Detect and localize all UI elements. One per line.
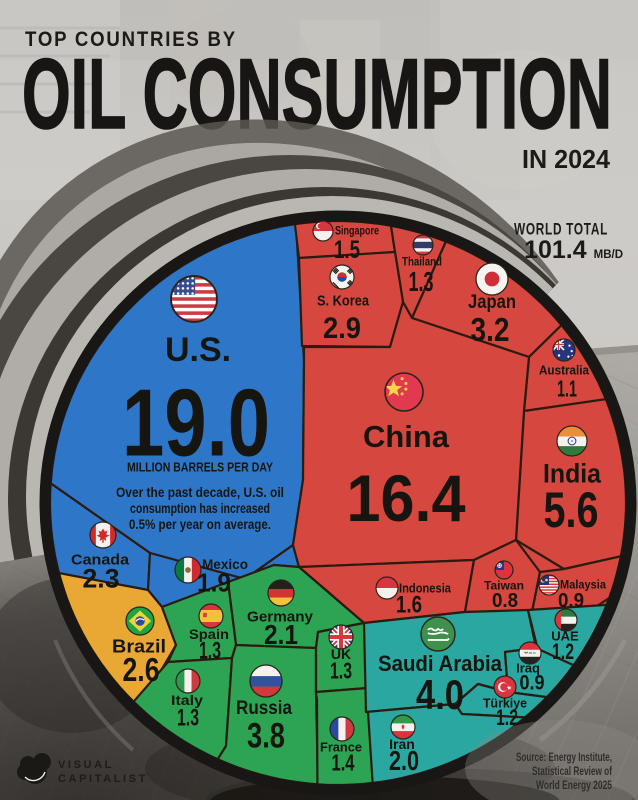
svg-text:Malaysia: Malaysia <box>560 577 606 591</box>
svg-text:Singapore: Singapore <box>335 223 379 237</box>
svg-text:1.5: 1.5 <box>334 236 360 264</box>
svg-text:TOP COUNTRIES BY: TOP COUNTRIES BY <box>25 28 237 51</box>
svg-text:MILLION BARRELS PER DAY: MILLION BARRELS PER DAY <box>127 461 274 475</box>
svg-text:Taiwan: Taiwan <box>484 578 524 592</box>
svg-text:UAE: UAE <box>551 629 579 644</box>
svg-text:CAPITALIST: CAPITALIST <box>58 773 148 785</box>
svg-text:4.0: 4.0 <box>416 671 464 718</box>
svg-text:1.3: 1.3 <box>177 705 199 732</box>
svg-text:1.4: 1.4 <box>332 749 355 775</box>
svg-text:U.S.: U.S. <box>165 331 231 369</box>
svg-text:16.4: 16.4 <box>347 461 466 535</box>
svg-text:UK: UK <box>331 646 351 662</box>
svg-text:3.8: 3.8 <box>247 717 285 756</box>
svg-text:France: France <box>320 740 362 755</box>
svg-text:consumption has increased: consumption has increased <box>130 501 270 516</box>
svg-text:Japan: Japan <box>468 292 516 313</box>
svg-text:Spain: Spain <box>189 626 229 642</box>
svg-text:Iran: Iran <box>389 736 415 752</box>
svg-text:China: China <box>363 419 450 454</box>
svg-text:1.9: 1.9 <box>197 567 231 597</box>
svg-text:Mexico: Mexico <box>202 556 248 572</box>
svg-text:Italy: Italy <box>171 692 203 708</box>
svg-text:Saudi Arabia: Saudi Arabia <box>378 651 503 676</box>
svg-text:OIL CONSUMPTION: OIL CONSUMPTION <box>22 38 612 149</box>
svg-text:Thailand: Thailand <box>402 254 442 268</box>
svg-text:WORLD TOTAL: WORLD TOTAL <box>514 220 608 239</box>
svg-text:0.5% per year on average.: 0.5% per year on average. <box>129 517 271 532</box>
svg-text:Brazil: Brazil <box>112 637 166 657</box>
svg-text:India: India <box>543 459 602 489</box>
svg-text:1.1: 1.1 <box>557 375 577 401</box>
svg-text:1.2: 1.2 <box>552 639 574 664</box>
svg-text:VISUAL: VISUAL <box>58 759 114 771</box>
svg-text:Germany: Germany <box>247 608 314 625</box>
svg-text:1.3: 1.3 <box>330 657 352 683</box>
svg-text:0.9: 0.9 <box>520 672 545 695</box>
svg-text:1.3: 1.3 <box>199 638 221 665</box>
svg-text:Russia: Russia <box>236 698 292 719</box>
svg-text:Türkiye: Türkiye <box>483 696 527 711</box>
svg-text:Statistical Review of: Statistical Review of <box>532 766 612 778</box>
svg-text:1.2: 1.2 <box>496 705 518 730</box>
svg-text:3.2: 3.2 <box>471 311 510 348</box>
svg-text:5.6: 5.6 <box>544 482 599 538</box>
svg-text:2.6: 2.6 <box>123 651 160 688</box>
svg-text:Source: Energy Institute,: Source: Energy Institute, <box>516 752 612 764</box>
svg-text:2.0: 2.0 <box>389 745 419 776</box>
svg-text:2.1: 2.1 <box>264 619 298 650</box>
svg-text:Indonesia: Indonesia <box>399 581 452 596</box>
svg-text:2.9: 2.9 <box>323 312 361 345</box>
svg-text:World Energy 2025: World Energy 2025 <box>536 780 612 792</box>
svg-text:Iraq: Iraq <box>516 661 540 676</box>
svg-text:IN 2024: IN 2024 <box>522 144 611 174</box>
svg-text:0.8: 0.8 <box>492 590 518 612</box>
svg-text:1.6: 1.6 <box>396 592 422 619</box>
svg-text:Canada: Canada <box>71 551 130 568</box>
svg-text:1.3: 1.3 <box>409 266 434 297</box>
svg-text:0.9: 0.9 <box>558 590 584 612</box>
svg-text:Over the past decade, U.S. oil: Over the past decade, U.S. oil <box>116 485 284 500</box>
svg-text:S. Korea: S. Korea <box>317 292 370 309</box>
svg-text:2.3: 2.3 <box>83 564 120 594</box>
svg-text:19.0: 19.0 <box>122 370 270 477</box>
svg-text:Australia: Australia <box>539 363 590 378</box>
